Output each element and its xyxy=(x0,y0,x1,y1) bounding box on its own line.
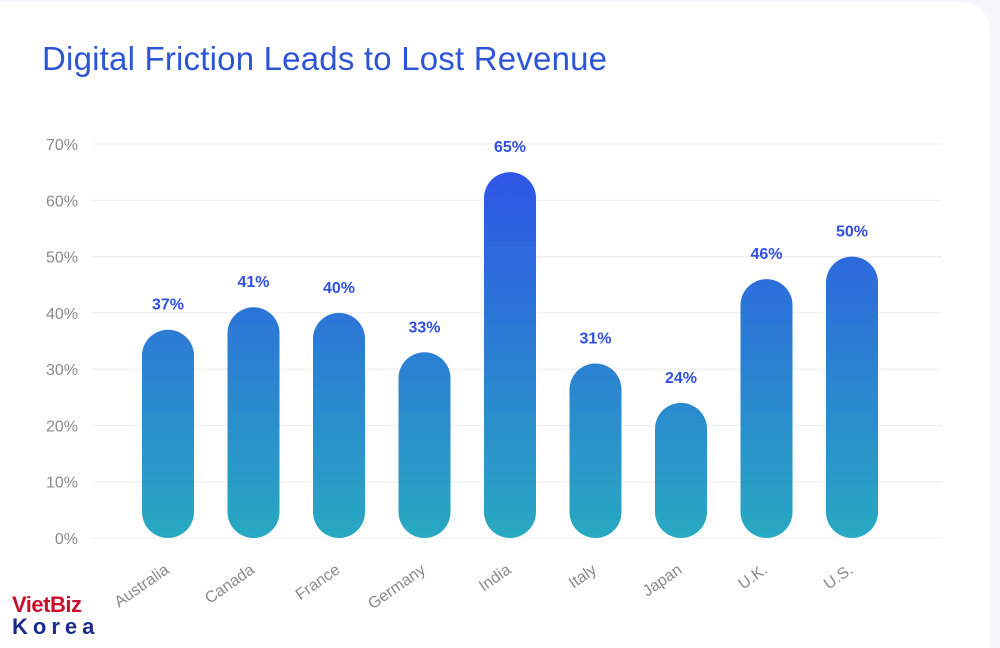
watermark-line2: Korea xyxy=(12,614,100,639)
y-tick-label: 60% xyxy=(46,193,78,210)
bar-germany xyxy=(398,352,451,538)
data-label: 41% xyxy=(237,274,269,291)
x-tick-label: U.K. xyxy=(736,561,771,593)
x-tick-label: Italy xyxy=(566,561,600,592)
x-tick-label: Canada xyxy=(202,561,258,607)
data-label: 40% xyxy=(323,280,355,297)
bar-india xyxy=(484,172,536,538)
bar-canada xyxy=(227,307,280,538)
bar-australia xyxy=(142,329,194,538)
bar-france xyxy=(313,312,365,538)
y-tick-label: 10% xyxy=(46,475,78,492)
data-label: 65% xyxy=(494,139,526,156)
x-tick-label: U.S. xyxy=(821,561,856,593)
y-tick-label: 30% xyxy=(46,362,78,379)
chart-title: Digital Friction Leads to Lost Revenue xyxy=(42,40,608,77)
x-tick-label: India xyxy=(476,561,514,595)
x-tick-label: France xyxy=(293,561,344,604)
data-label: 31% xyxy=(579,331,611,348)
y-tick-label: 50% xyxy=(46,250,78,267)
data-label: 46% xyxy=(750,246,782,263)
bar-italy xyxy=(569,363,622,538)
data-label: 50% xyxy=(836,224,868,241)
y-tick-label: 40% xyxy=(46,306,78,323)
x-tick-label: Japan xyxy=(640,561,685,600)
bar-japan xyxy=(655,402,707,538)
y-tick-label: 20% xyxy=(46,418,78,435)
y-tick-label: 70% xyxy=(46,137,78,154)
bar-us xyxy=(826,256,878,538)
x-tick-label: Germany xyxy=(365,561,429,613)
bar-uk xyxy=(740,279,793,538)
data-label: 37% xyxy=(152,297,184,314)
watermark-line1: VietBiz xyxy=(12,592,82,617)
data-label: 24% xyxy=(665,370,697,387)
y-tick-label: 0% xyxy=(55,531,78,548)
watermark-logo: VietBiz Korea xyxy=(12,592,122,642)
data-label: 33% xyxy=(408,319,440,336)
